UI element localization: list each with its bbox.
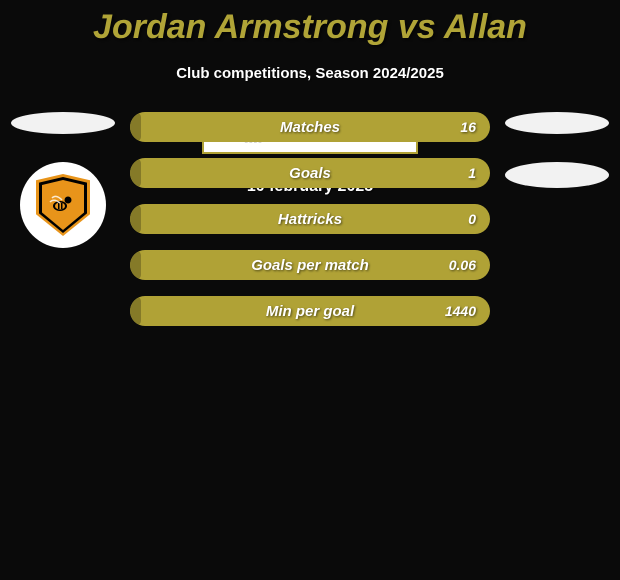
shield-icon (36, 174, 90, 236)
player-photo-placeholder (505, 112, 609, 134)
stat-row: Hattricks0 (130, 204, 490, 234)
stat-right-value: 1440 (445, 303, 476, 319)
wasp-icon (48, 190, 78, 220)
stat-label: Goals per match (130, 257, 490, 274)
page-subtitle: Club competitions, Season 2024/2025 (0, 65, 620, 82)
stat-label: Hattricks (130, 211, 490, 228)
club-badge-placeholder (505, 162, 609, 188)
stat-right-value: 0.06 (449, 257, 476, 273)
stat-right-value: 1 (468, 165, 476, 181)
stat-row: Goals1 (130, 158, 490, 188)
stat-label: Min per goal (130, 303, 490, 320)
stat-row: Min per goal1440 (130, 296, 490, 326)
stat-row: Goals per match0.06 (130, 250, 490, 280)
right-player-column (502, 112, 612, 216)
stat-right-value: 0 (468, 211, 476, 227)
player-photo-placeholder (11, 112, 115, 134)
stat-label: Matches (130, 119, 490, 136)
page-title: Jordan Armstrong vs Allan (0, 0, 620, 47)
stat-row: Matches16 (130, 112, 490, 142)
left-player-column (8, 112, 118, 248)
club-badge (20, 162, 106, 248)
stat-label: Goals (130, 165, 490, 182)
stat-right-value: 16 (460, 119, 476, 135)
stats-bars: Matches16 Goals1 Hattricks0 Goals per match… (130, 112, 490, 342)
